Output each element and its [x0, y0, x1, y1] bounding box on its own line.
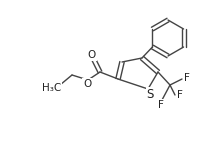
- Text: O: O: [88, 50, 96, 60]
- Text: H₃C: H₃C: [42, 83, 62, 93]
- Text: F: F: [184, 73, 190, 83]
- Text: O: O: [83, 79, 91, 89]
- Text: F: F: [158, 100, 164, 110]
- Text: F: F: [177, 90, 183, 100]
- Text: S: S: [146, 87, 154, 101]
